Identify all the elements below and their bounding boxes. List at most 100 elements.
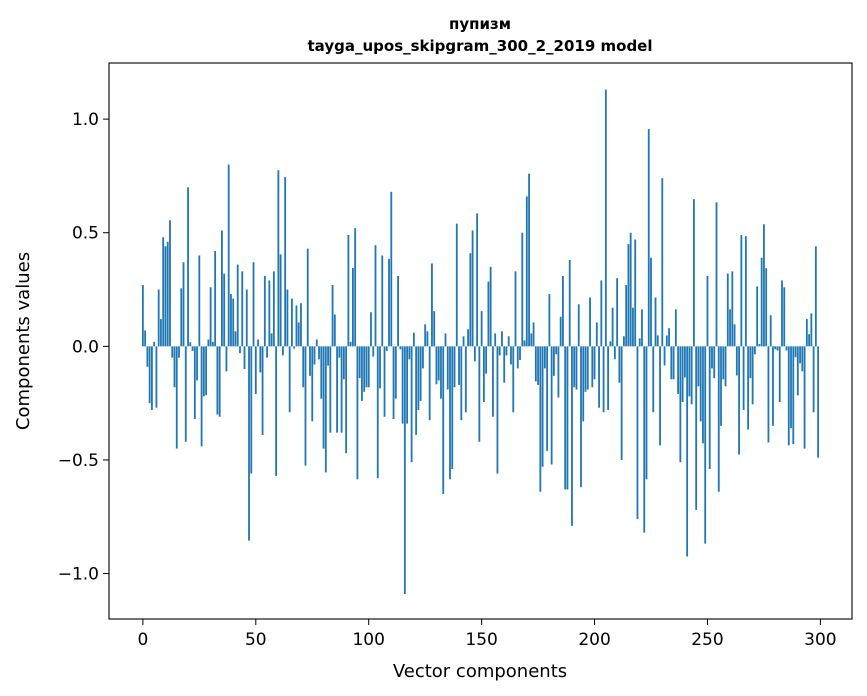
bar-207 — [609, 341, 612, 347]
bar-10 — [164, 246, 167, 347]
bar-206 — [607, 346, 610, 410]
bar-97 — [361, 346, 363, 401]
bar-21 — [189, 342, 192, 347]
bar-233 — [668, 328, 670, 347]
bar-47 — [248, 346, 250, 541]
bar-35 — [221, 230, 223, 347]
bar-86 — [336, 346, 338, 433]
bar-16 — [178, 346, 180, 358]
bar-48 — [250, 346, 253, 474]
bar-220 — [638, 338, 641, 347]
bar-7 — [157, 289, 160, 347]
bar-39 — [230, 294, 232, 347]
bar-280 — [774, 346, 777, 350]
bar-120 — [412, 332, 415, 347]
x-tick-label: 150 — [465, 630, 497, 650]
bar-2 — [146, 346, 149, 367]
bar-135 — [446, 346, 449, 390]
bar-209 — [613, 346, 616, 360]
bar-269 — [749, 346, 752, 379]
bar-131 — [437, 346, 440, 381]
bar-266 — [742, 346, 745, 410]
bar-261 — [731, 271, 734, 347]
bar-236 — [674, 309, 677, 347]
bar-284 — [783, 287, 786, 347]
bar-285 — [785, 346, 788, 351]
bar-110 — [390, 191, 393, 347]
bar-1 — [144, 330, 147, 347]
bar-95 — [356, 346, 359, 480]
bar-85 — [333, 314, 336, 347]
bar-30 — [209, 287, 212, 347]
bar-219 — [636, 346, 639, 520]
bar-221 — [641, 309, 643, 347]
x-tick-label: 300 — [804, 630, 836, 650]
bar-142 — [462, 336, 465, 347]
bar-83 — [329, 346, 332, 433]
bar-256 — [720, 346, 722, 426]
y-axis-label: Components values — [13, 252, 34, 430]
bar-42 — [236, 264, 239, 347]
bar-208 — [611, 307, 614, 347]
bar-94 — [354, 228, 357, 347]
bar-225 — [650, 257, 652, 347]
bar-164 — [512, 346, 515, 413]
bar-264 — [738, 346, 740, 455]
bar-201 — [595, 322, 598, 347]
bar-43 — [239, 346, 241, 354]
bar-171 — [528, 173, 530, 347]
bar-115 — [401, 346, 404, 424]
bar-246 — [697, 346, 700, 387]
bar-102 — [372, 346, 375, 357]
bar-91 — [347, 235, 350, 347]
bar-79 — [320, 346, 323, 399]
bar-227 — [654, 297, 657, 347]
bar-8 — [160, 319, 162, 347]
bar-5 — [153, 341, 156, 347]
bar-200 — [593, 346, 596, 380]
bar-28 — [205, 346, 208, 396]
bar-199 — [591, 346, 594, 388]
bar-12 — [169, 220, 171, 347]
bar-205 — [604, 89, 607, 347]
bar-154 — [489, 266, 492, 347]
bar-81 — [324, 346, 327, 473]
bar-274 — [760, 257, 763, 347]
bar-160 — [503, 346, 506, 383]
bar-161 — [505, 346, 508, 356]
bar-258 — [724, 346, 727, 387]
bar-270 — [751, 346, 754, 405]
bar-184 — [557, 346, 560, 398]
bar-25 — [198, 255, 201, 347]
bar-226 — [652, 346, 655, 413]
bar-166 — [516, 346, 519, 369]
bar-238 — [679, 346, 682, 463]
bar-107 — [383, 346, 386, 417]
bar-100 — [367, 346, 370, 388]
bar-126 — [426, 331, 429, 347]
bar-143 — [464, 346, 467, 413]
bar-245 — [695, 346, 698, 510]
y-tick-label: 0.0 — [72, 337, 99, 357]
bar-55 — [266, 346, 268, 358]
y-tick-label: 0.5 — [72, 224, 99, 244]
y-axis: −1.0 −0.5 0.0 0.5 1.0 — [58, 110, 109, 585]
bar-241 — [686, 346, 689, 557]
bar-98 — [363, 346, 366, 392]
bar-36 — [223, 273, 226, 347]
bar-165 — [514, 271, 517, 347]
bar-157 — [496, 346, 499, 474]
bar-234 — [670, 346, 673, 380]
bar-150 — [480, 311, 483, 347]
bar-145 — [469, 253, 472, 347]
x-tick-label: 200 — [578, 630, 610, 650]
bar-190 — [571, 346, 573, 526]
bar-82 — [327, 346, 329, 366]
bar-167 — [519, 346, 521, 360]
bar-173 — [532, 322, 535, 347]
bar-202 — [598, 346, 600, 408]
bar-123 — [419, 346, 422, 401]
bar-14 — [173, 346, 176, 388]
bar-174 — [534, 346, 537, 382]
